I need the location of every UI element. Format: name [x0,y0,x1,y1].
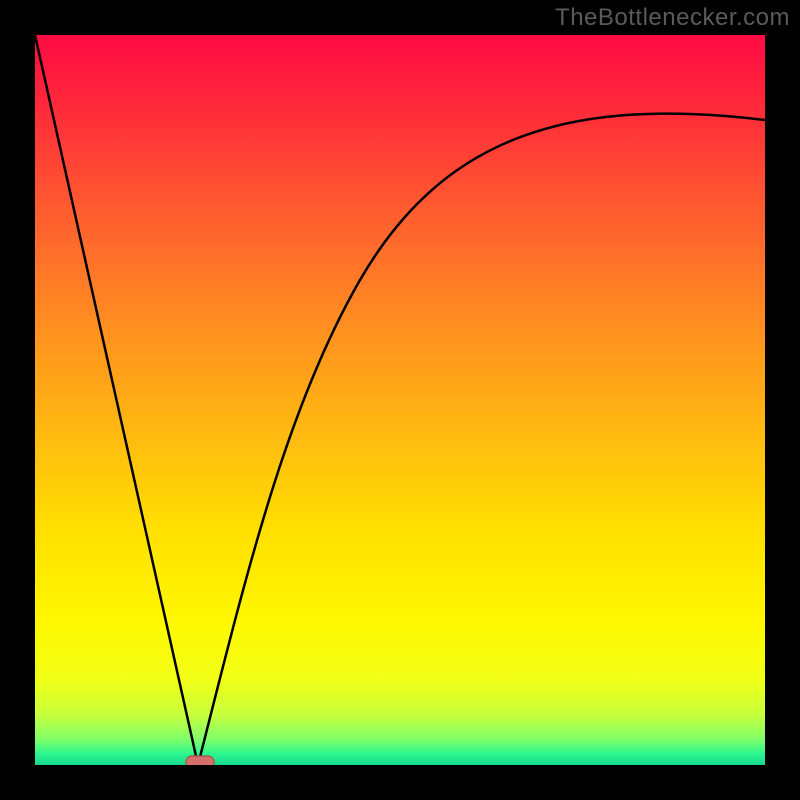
curve-layer [0,0,800,800]
curve-left-branch [35,35,198,765]
curve-right-branch [198,114,765,765]
vertex-marker [186,756,214,768]
watermark-text: TheBottlenecker.com [555,4,790,32]
plot-frame [35,35,765,765]
chart-root: TheBottlenecker.com [0,0,800,800]
